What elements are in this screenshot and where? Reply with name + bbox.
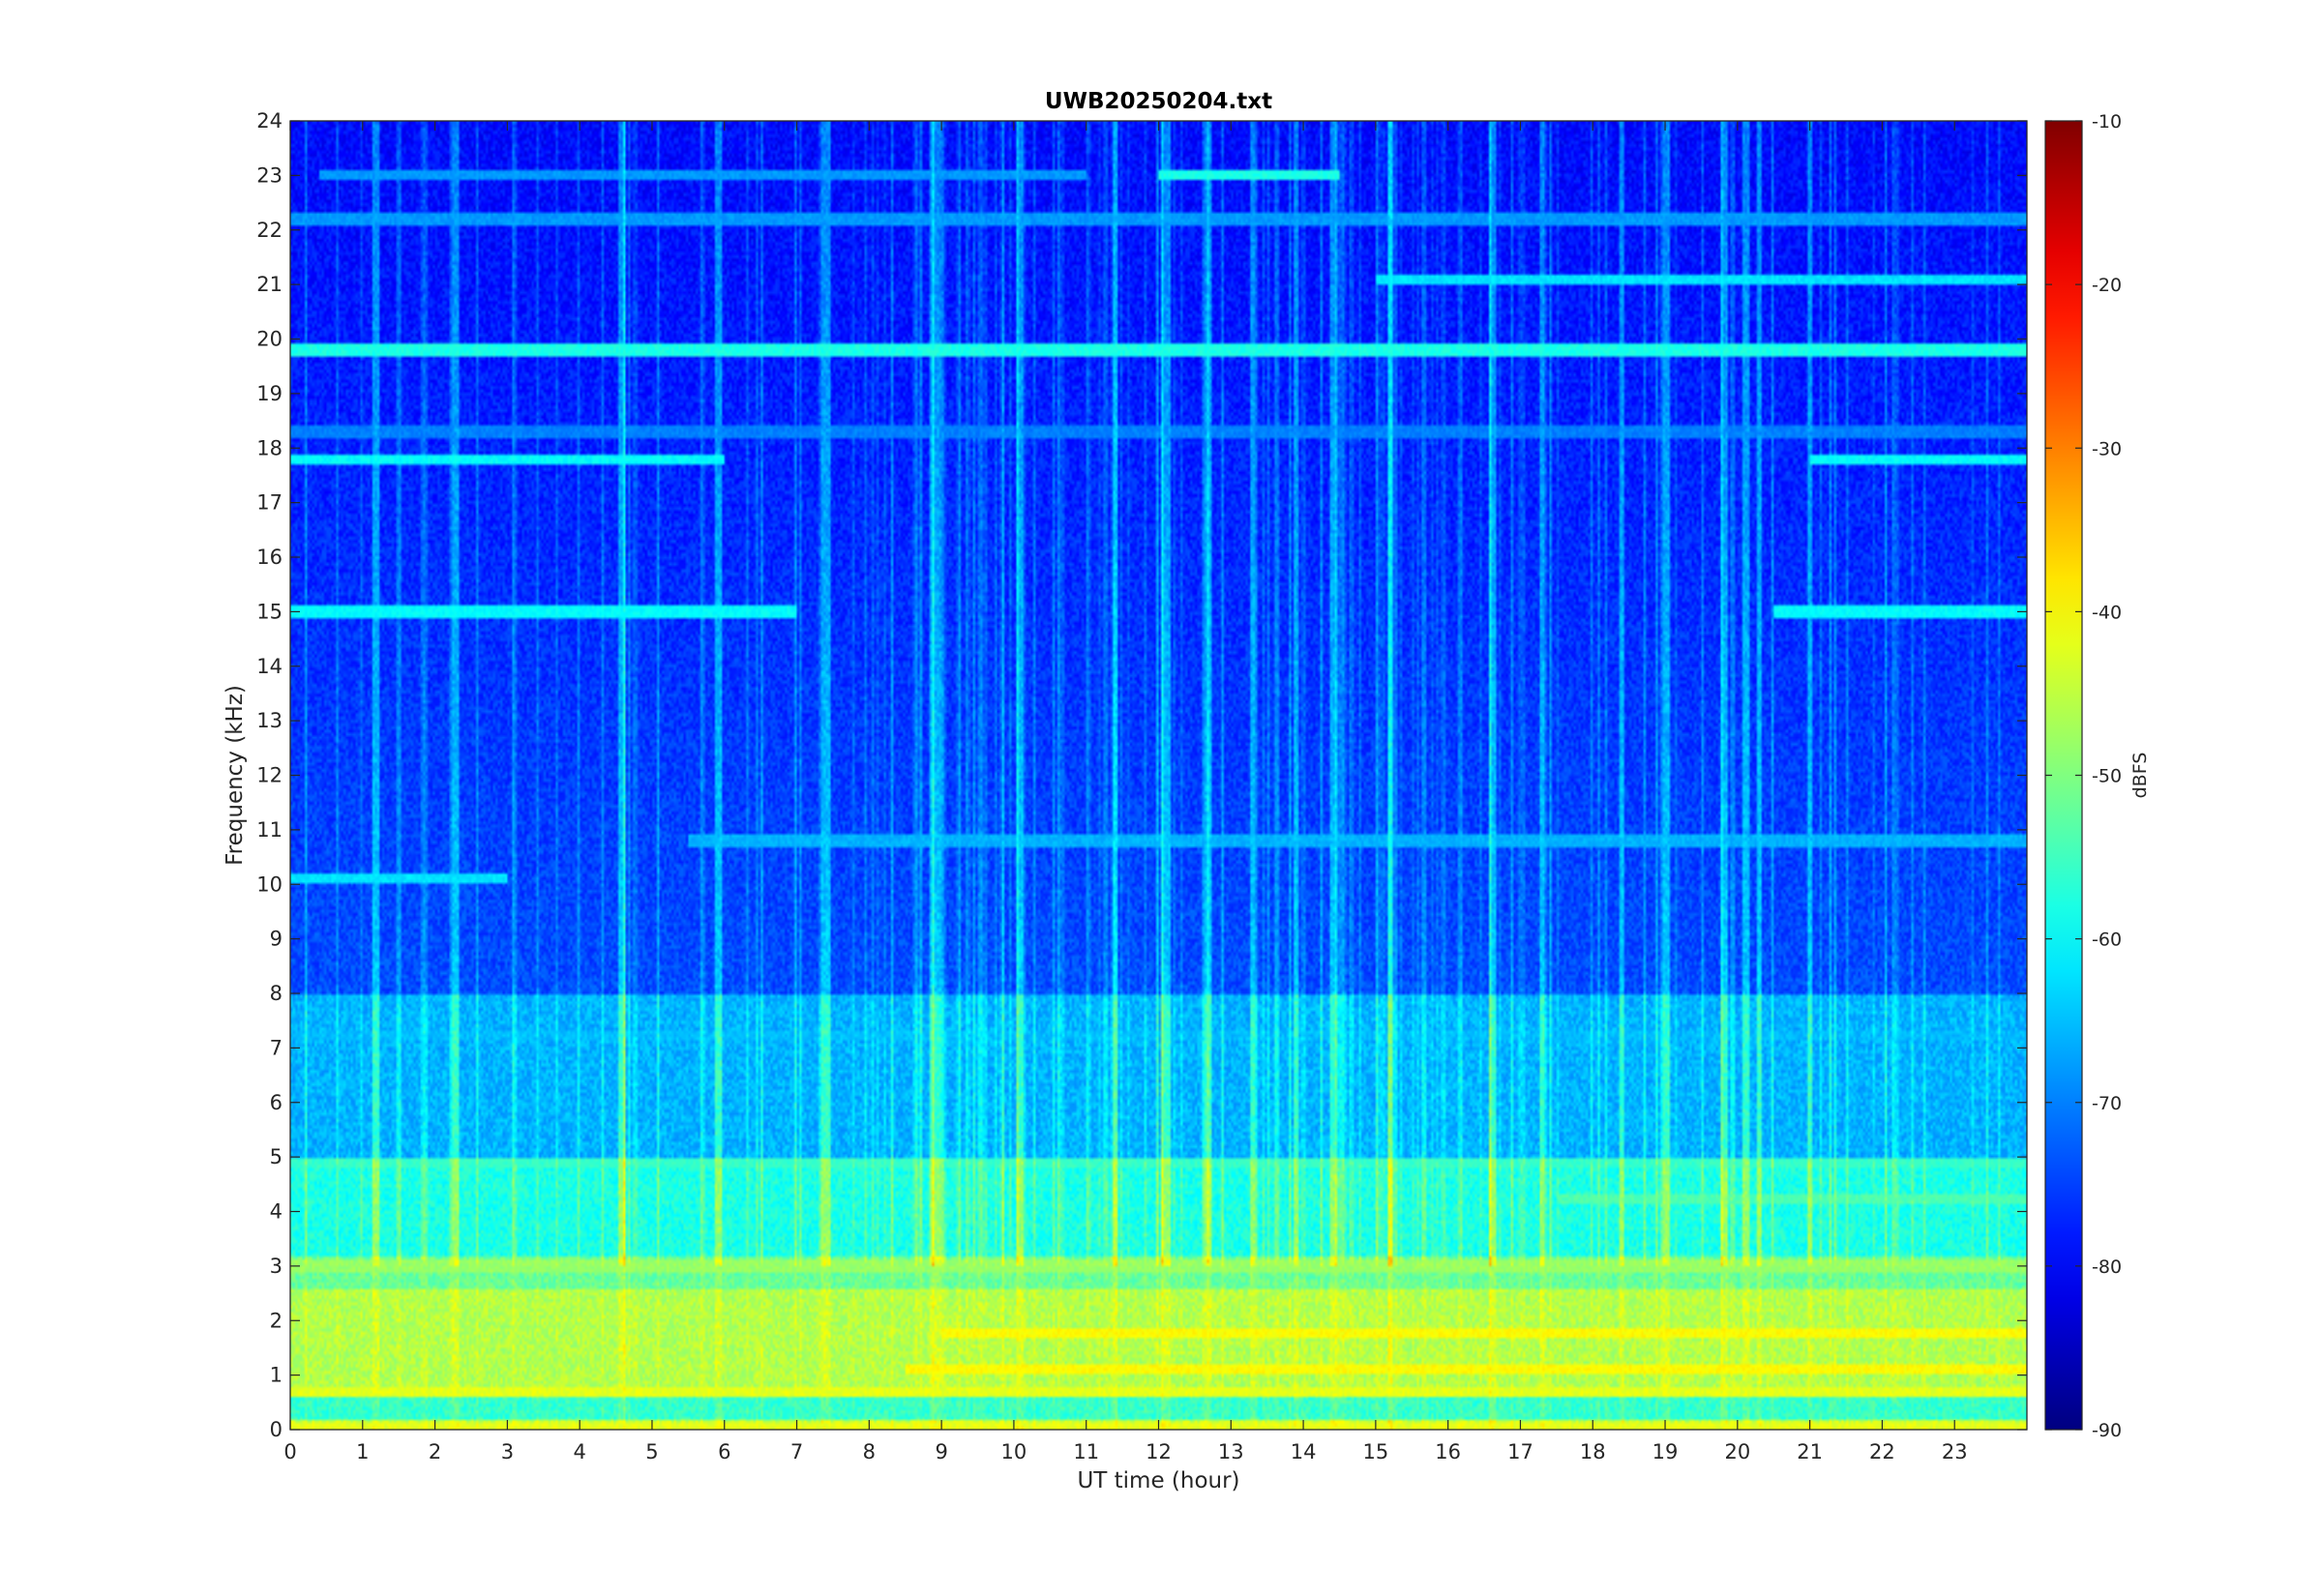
y-tick-label: 22 <box>256 219 283 242</box>
chart-title: UWB20250204.txt <box>1045 89 1272 114</box>
y-tick-label: 18 <box>256 436 283 459</box>
x-tick-label: 15 <box>1363 1440 1389 1463</box>
y-tick-label: 14 <box>256 655 283 678</box>
x-tick-label: 22 <box>1869 1440 1895 1463</box>
spectrogram-image <box>290 121 2027 1430</box>
x-tick-label: 17 <box>1507 1440 1533 1463</box>
y-tick-label: 3 <box>270 1255 283 1278</box>
x-tick-label: 4 <box>573 1440 585 1463</box>
y-tick-label: 5 <box>270 1145 283 1168</box>
y-tick-label: 24 <box>256 109 283 133</box>
colorbar-tick-label: -40 <box>2092 602 2122 623</box>
colorbar-tick-label: -90 <box>2092 1420 2122 1441</box>
y-tick-label: 12 <box>256 764 283 787</box>
x-tick-label: 9 <box>935 1440 947 1463</box>
x-tick-label: 18 <box>1580 1440 1606 1463</box>
colorbar: -90 -80 -70 -60 -50 -40 -30 -20 -10 <box>2044 111 2122 1441</box>
y-axis-label: Frequency (kHz) <box>223 685 248 866</box>
x-tick-label: 0 <box>283 1440 296 1463</box>
y-tick-label: 13 <box>256 709 283 732</box>
y-tick-label: 7 <box>270 1036 283 1059</box>
x-tick-label: 5 <box>645 1440 658 1463</box>
y-tick-label: 2 <box>270 1309 283 1332</box>
x-tick-label: 1 <box>356 1440 369 1463</box>
y-tick-label: 11 <box>256 818 283 842</box>
y-tick-label: 4 <box>270 1200 283 1224</box>
colorbar-tick-label: -60 <box>2092 930 2122 951</box>
y-tick-label: 19 <box>256 382 283 405</box>
y-tick-label: 23 <box>256 163 283 187</box>
x-axis-label: UT time (hour) <box>1077 1468 1239 1493</box>
x-tick-label: 11 <box>1073 1440 1099 1463</box>
x-tick-label: 10 <box>1001 1440 1027 1463</box>
x-tick-label: 20 <box>1724 1440 1750 1463</box>
plot-area <box>289 120 2028 1431</box>
y-tick-label: 6 <box>270 1091 283 1114</box>
y-tick-label: 20 <box>256 328 283 351</box>
y-tick-label: 0 <box>270 1418 283 1441</box>
x-tick-label: 2 <box>429 1440 441 1463</box>
y-tick-label: 9 <box>270 928 283 951</box>
x-tick-label: 21 <box>1797 1440 1823 1463</box>
y-tick-label: 10 <box>256 872 283 896</box>
colorbar-label: dBFS <box>2129 753 2151 799</box>
y-tick-label: 21 <box>256 273 283 296</box>
y-tick-label: 16 <box>256 546 283 569</box>
x-tick-label: 14 <box>1291 1440 1317 1463</box>
x-tick-label: 19 <box>1652 1440 1679 1463</box>
x-tick-label: 12 <box>1146 1440 1172 1463</box>
x-tick-label: 13 <box>1218 1440 1244 1463</box>
colorbar-tick-label: -10 <box>2092 111 2122 133</box>
x-tick-label: 3 <box>501 1440 514 1463</box>
colorbar-tick-label: -50 <box>2092 766 2122 787</box>
x-tick-label: 7 <box>790 1440 803 1463</box>
y-tick-label: 1 <box>270 1364 283 1387</box>
colorbar-tick-label: -20 <box>2092 275 2122 296</box>
colorbar-tick-label: -80 <box>2092 1256 2122 1278</box>
colorbar-tick-label: -30 <box>2092 438 2122 459</box>
x-tick-label: 6 <box>718 1440 730 1463</box>
x-tick-label: 8 <box>863 1440 876 1463</box>
x-tick-label: 16 <box>1435 1440 1461 1463</box>
y-tick-label: 8 <box>270 982 283 1005</box>
x-tick-label: 23 <box>1942 1440 1968 1463</box>
y-tick-label: 17 <box>256 491 283 515</box>
colorbar-tick-label: -70 <box>2092 1093 2122 1114</box>
y-tick-label: 15 <box>256 600 283 623</box>
x-axis: 0 1 2 3 4 5 6 7 8 9 10 11 12 13 14 15 16 17 18 19 20 21 22 23 <box>283 121 1968 1463</box>
